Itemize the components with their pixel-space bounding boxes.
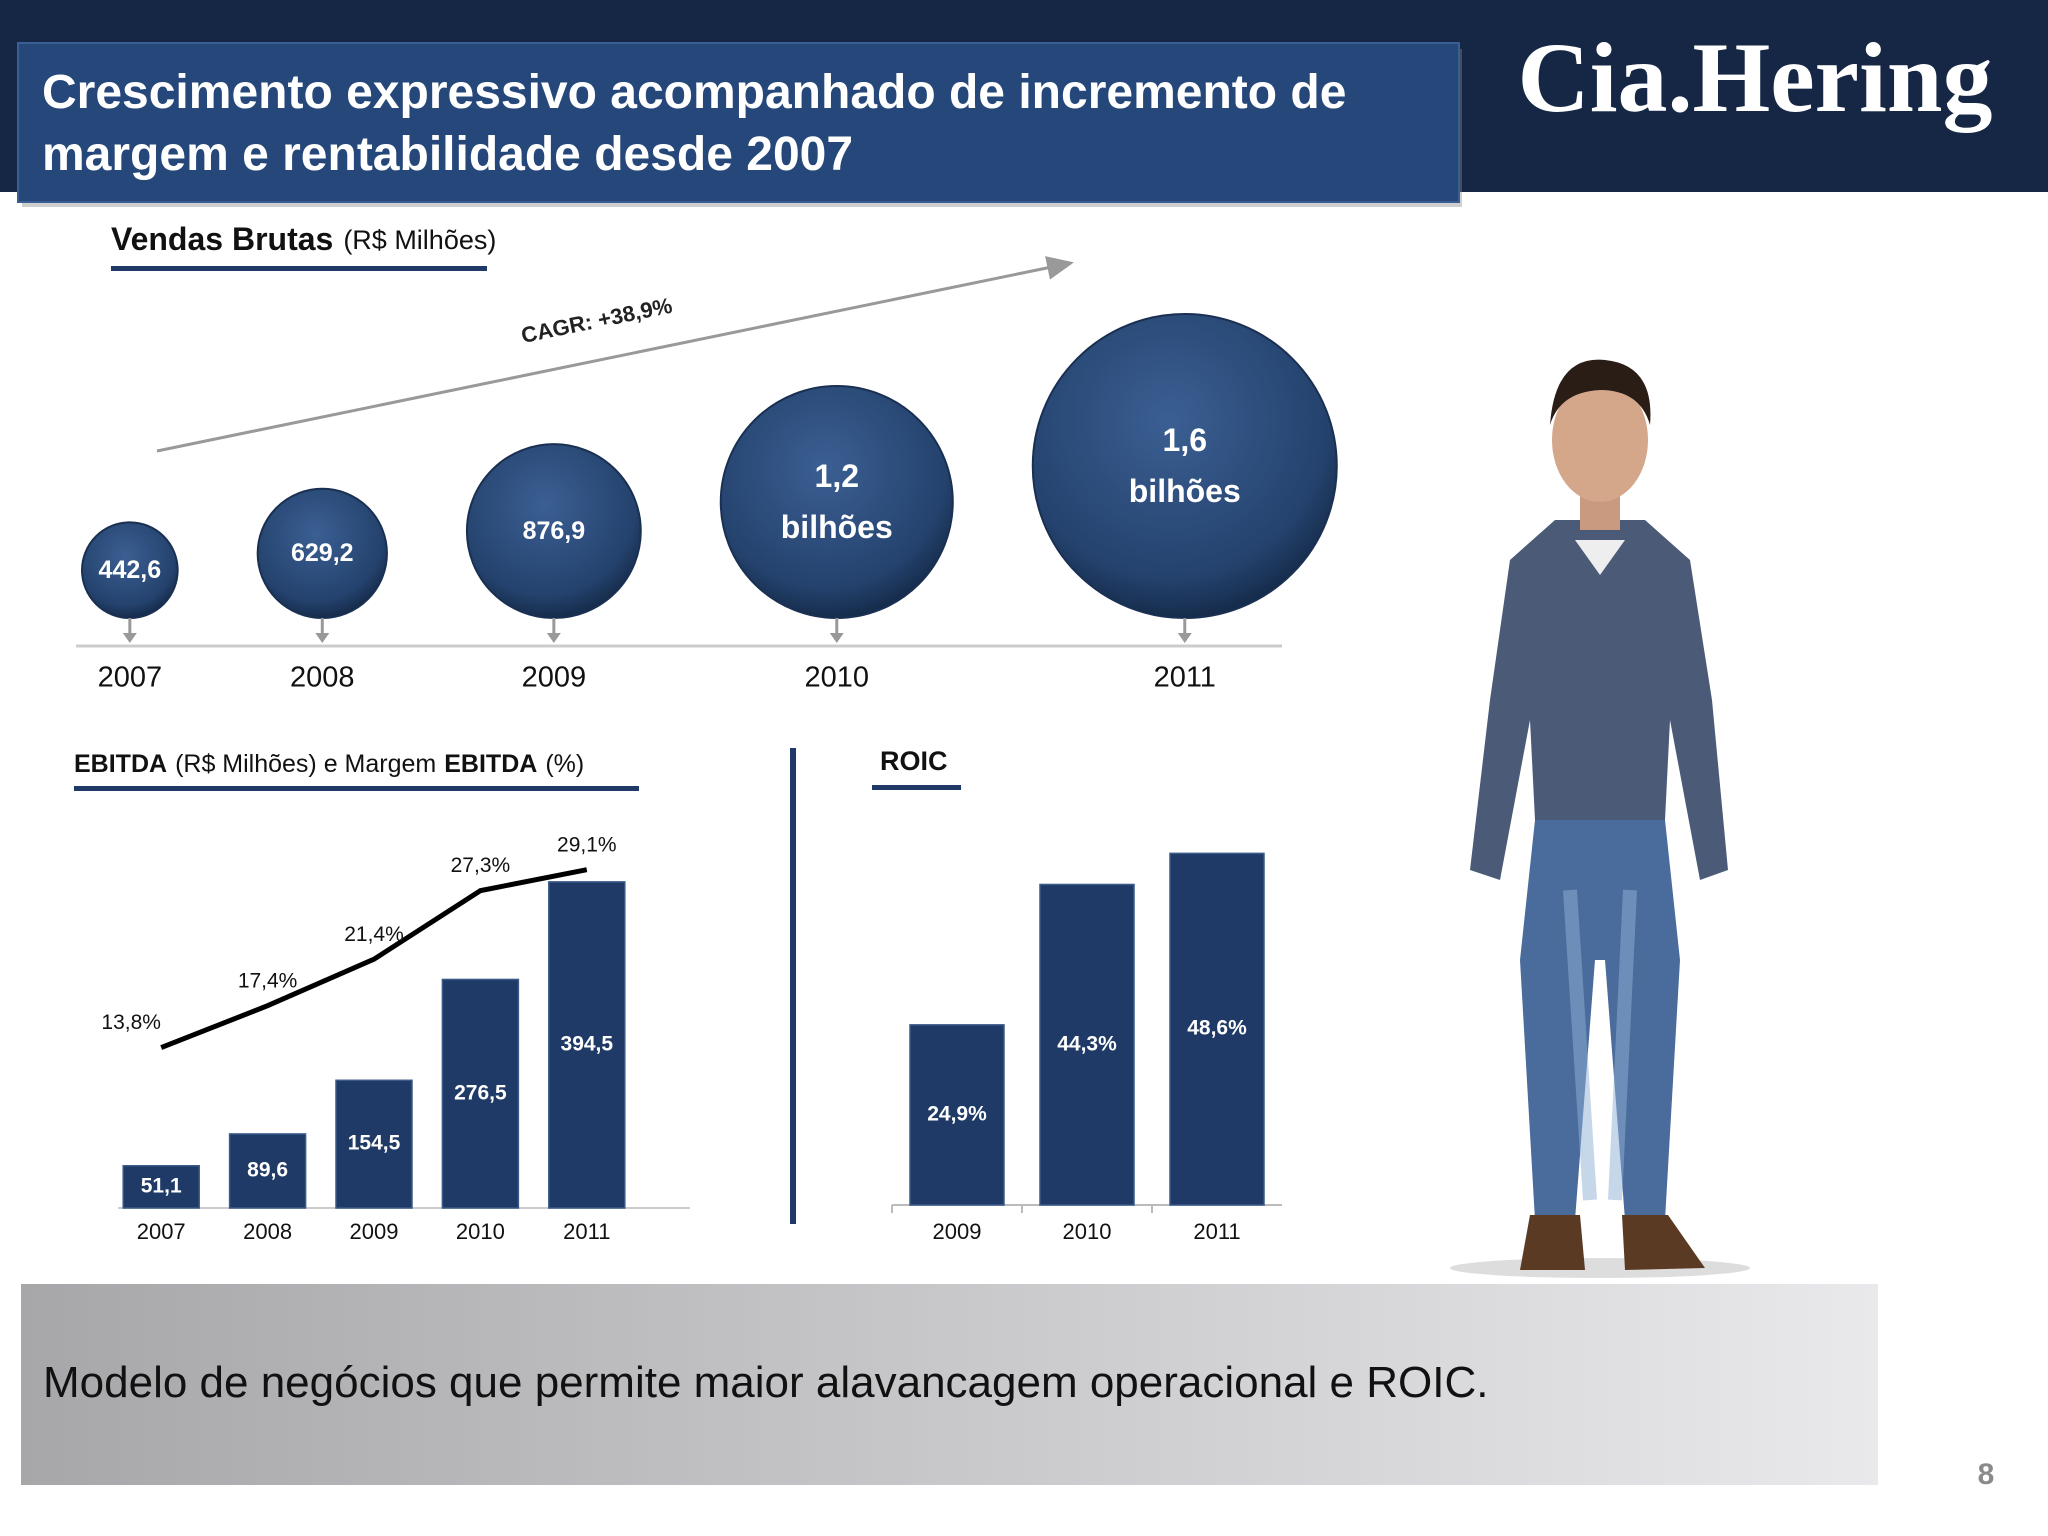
bubble-pointer-head <box>315 633 330 643</box>
bar-value-label: 154,5 <box>348 1132 401 1155</box>
title-main: Vendas Brutas <box>111 221 333 257</box>
x-tick-label: 2009 <box>350 1219 399 1244</box>
bar <box>1039 883 1135 1206</box>
bubble-pointer-head <box>1177 633 1192 643</box>
x-tick-label: 2010 <box>1063 1219 1112 1244</box>
page-number: 8 <box>1978 1458 1995 1491</box>
brand: Cia.Hering <box>1518 22 1993 133</box>
bar-value-label: 24,9% <box>927 1102 987 1125</box>
chart-title: EBITDA (R$ Milhões) e Margem EBITDA (%) <box>74 750 584 778</box>
divider <box>790 748 796 1224</box>
bubble-label: 876,9 <box>522 517 586 546</box>
line <box>160 867 588 1050</box>
line-value-label: 29,1% <box>557 833 617 856</box>
line-value-label: 17,4% <box>238 969 298 992</box>
chart-title: Vendas Brutas (R$ Milhões) <box>111 221 496 257</box>
title-box <box>17 42 1460 203</box>
x-tick-label: 2007 <box>137 1219 186 1244</box>
title-underline <box>111 266 487 271</box>
title-part: EBITDA <box>444 750 537 778</box>
x-tick-label: 2011 <box>1193 1219 1240 1244</box>
bar <box>335 1079 413 1209</box>
x-tick-label: 2011 <box>563 1219 610 1244</box>
bar <box>441 978 520 1209</box>
bubble-label: 442,6 <box>98 556 162 585</box>
line-value-label: 21,4% <box>344 923 404 946</box>
title-sub: (R$ Milhões) <box>343 225 496 255</box>
bar <box>228 1133 307 1209</box>
title-part: EBITDA <box>74 750 167 778</box>
x-tick-label: 2010 <box>456 1219 505 1244</box>
bar-value-label: 44,3% <box>1057 1032 1117 1055</box>
x-tick-label: 2010 <box>805 662 870 694</box>
x-tick-label: 2008 <box>243 1219 292 1244</box>
x-tick-label: 2008 <box>290 662 355 694</box>
title-part: (R$ Milhões) e Margem <box>175 750 436 778</box>
bar-value-label: 394,5 <box>561 1032 614 1055</box>
bubble-label: 629,2 <box>291 539 354 568</box>
slide-title: Crescimento expressivo acompanhado de in… <box>42 66 1347 181</box>
footer-box <box>21 1284 1878 1485</box>
line-value-label: 13,8% <box>101 1011 161 1034</box>
bubble-label: 1,2 bilhões <box>780 457 893 545</box>
bar <box>122 1165 200 1209</box>
x-tick-label: 2009 <box>522 662 587 694</box>
cagr-label: CAGR: +38,9% <box>519 293 674 348</box>
chart-title: ROIC <box>880 746 948 776</box>
bar-value-label: 51,1 <box>141 1174 182 1197</box>
bar-value-label: 48,6% <box>1187 1017 1247 1040</box>
x-tick-label: 2011 <box>1154 662 1216 694</box>
bar <box>909 1024 1005 1206</box>
bubble-pointer-head <box>122 633 137 643</box>
x-tick-label: 2007 <box>98 662 163 694</box>
footer-text: Modelo de negócios que permite maior ala… <box>43 1358 1489 1407</box>
bubble-label: 1,6 bilhões <box>1128 421 1241 509</box>
bar-value-label: 89,6 <box>247 1159 288 1182</box>
cagr-arrow <box>156 256 1074 453</box>
bar <box>548 881 626 1209</box>
bar <box>1169 852 1265 1206</box>
title-part: (%) <box>545 750 584 778</box>
x-tick-label: 2009 <box>933 1219 982 1244</box>
bubble-pointer-head <box>829 633 844 643</box>
title-underline <box>74 786 639 791</box>
model-photo <box>1450 359 1750 1278</box>
line-value-label: 27,3% <box>451 854 511 877</box>
bar-value-label: 276,5 <box>454 1081 507 1104</box>
title-underline <box>872 785 961 790</box>
bubble-pointer-head <box>546 633 561 643</box>
